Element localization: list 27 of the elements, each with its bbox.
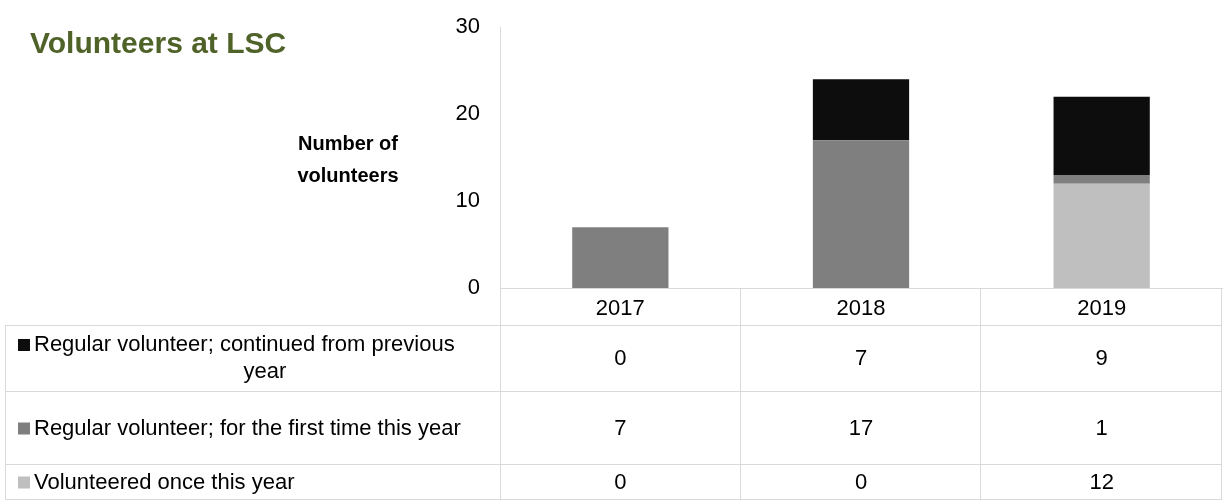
bar xyxy=(812,79,910,141)
data-label: 12 xyxy=(1089,468,1114,494)
legend-label: Volunteered once this year xyxy=(34,468,295,494)
bar xyxy=(1053,183,1150,288)
data-label: 9 xyxy=(1095,344,1108,370)
legend-label: Regular volunteer; continued from previous year xyxy=(34,331,455,384)
y-tick-label: 20 xyxy=(455,100,480,126)
y-axis-title: Number of volunteers xyxy=(297,131,399,186)
x-tick-label: 2017 xyxy=(595,295,645,321)
bar xyxy=(812,140,910,288)
data-label: 0 xyxy=(614,468,627,494)
y-tick-label: 30 xyxy=(455,13,480,39)
x-tick-label: 2019 xyxy=(1077,295,1127,321)
y-tick-label: 10 xyxy=(455,187,480,213)
data-label: 0 xyxy=(854,468,868,494)
data-label: 7 xyxy=(614,414,627,440)
data-label: 0 xyxy=(614,344,627,370)
x-tick-label: 2018 xyxy=(836,295,886,321)
legend-label: Regular volunteer; for the first time this year xyxy=(34,414,461,440)
bar xyxy=(1053,96,1150,175)
data-label: 17 xyxy=(848,414,874,440)
text: Volunteers at LSC xyxy=(30,26,287,60)
bar xyxy=(1053,174,1150,184)
data-label: 1 xyxy=(1095,414,1108,440)
bar xyxy=(572,227,669,288)
data-label: 7 xyxy=(854,344,868,370)
y-tick-label: 0 xyxy=(467,274,480,300)
